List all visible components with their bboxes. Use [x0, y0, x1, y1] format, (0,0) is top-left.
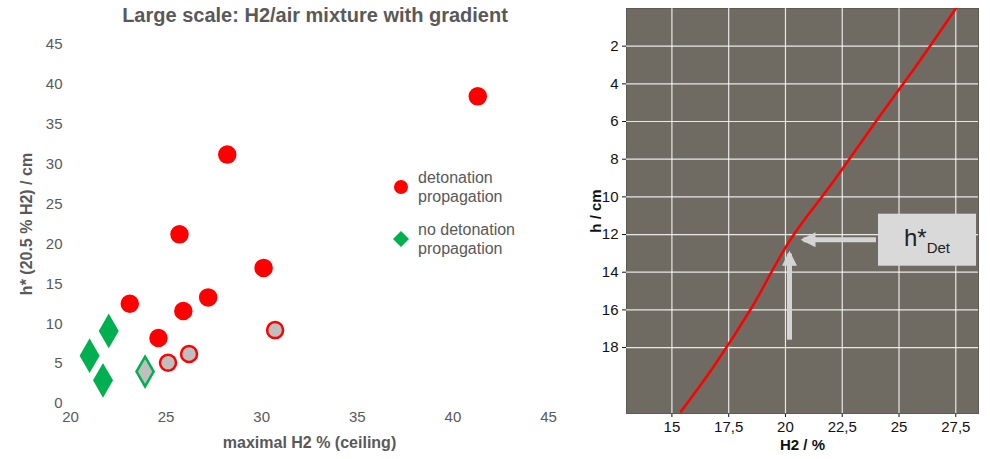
svg-text:10: 10: [46, 315, 63, 332]
html-text:Large scale: H2/air mixture wi: Large scale: H2/air mixture with gradien…: [122, 4, 508, 26]
svg-text:27,5: 27,5: [941, 418, 970, 435]
svg-text:6: 6: [610, 112, 618, 129]
svg-text:h / cm: h / cm: [587, 189, 604, 232]
svg-text:5: 5: [54, 354, 62, 371]
svg-text:40: 40: [445, 408, 462, 425]
svg-text:14: 14: [602, 263, 619, 280]
svg-text:h*Det: h*Det: [904, 224, 951, 256]
svg-text:0: 0: [54, 394, 63, 412]
svg-text:15: 15: [46, 275, 63, 292]
svg-text:25: 25: [46, 195, 63, 212]
svg-text:17,5: 17,5: [714, 418, 743, 435]
svg-text:25: 25: [891, 418, 908, 435]
svg-text:8: 8: [610, 150, 618, 167]
svg-text:2: 2: [610, 37, 618, 54]
svg-text:16: 16: [602, 301, 619, 318]
svg-text:20: 20: [62, 408, 79, 425]
svg-text:20: 20: [46, 235, 63, 252]
svg-text:12: 12: [602, 225, 619, 242]
html-text:detonation propagation: detonation propagation: [418, 169, 503, 205]
svg-text:35: 35: [349, 408, 366, 425]
svg-text:22,5: 22,5: [828, 418, 857, 435]
svg-text:25: 25: [158, 408, 175, 425]
svg-text:30: 30: [253, 408, 270, 425]
svg-text:h* (20.5 % H2) / cm: h* (20.5 % H2) / cm: [18, 153, 35, 295]
html-text:no detonation propagation: no detonation propagation: [418, 221, 515, 257]
svg-text:40: 40: [46, 75, 63, 92]
svg-text:18: 18: [602, 338, 619, 355]
svg-text:20: 20: [777, 418, 794, 435]
svg-text:45: 45: [46, 35, 63, 52]
svg-text:4: 4: [610, 75, 618, 92]
svg-text:35: 35: [46, 115, 63, 132]
svg-text:15: 15: [664, 418, 681, 435]
svg-text:45: 45: [540, 408, 557, 425]
svg-text:30: 30: [46, 155, 63, 172]
svg-text:10: 10: [602, 188, 619, 205]
svg-text:maximal H2 % (ceiling): maximal H2 % (ceiling): [223, 434, 396, 451]
svg-text:H2 / %: H2 / %: [780, 436, 825, 453]
